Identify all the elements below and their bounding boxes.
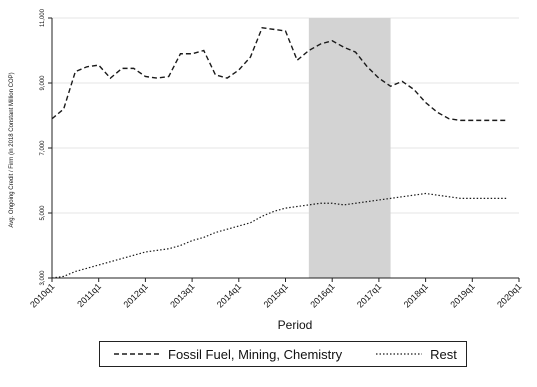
y-axis-label: Avg. Ongoing Credit / Firm (in 2018 Cons…	[9, 72, 15, 227]
x-axis-label: Period	[278, 318, 313, 332]
series-line-fossil	[51, 26, 508, 122]
y-tick-label: 3,000	[40, 270, 46, 286]
legend-label-fossil: Fossil Fuel, Mining, Chemistry	[168, 346, 343, 362]
x-tick-label: 2017q1	[355, 281, 383, 309]
x-tick-label: 2011q1	[75, 281, 103, 309]
x-tick-label: 2012q1	[121, 281, 149, 309]
y-tick-label: 7,000	[40, 140, 46, 156]
series-line-rest	[51, 192, 508, 279]
y-axis-ticks: 3,000 5,000 7,000 9,000 11,000	[40, 8, 52, 286]
y-tick-label: 9,000	[40, 75, 46, 91]
y-tick-label: 11,000	[40, 8, 46, 27]
x-tick-label: 2018q1	[402, 281, 430, 309]
shaded-region	[308, 18, 391, 278]
shaded-period	[308, 18, 391, 278]
legend-swatch-dotted	[376, 353, 423, 355]
grid-lines	[52, 17, 519, 279]
x-tick-label: 2015q1	[262, 281, 290, 309]
x-axis-ticks: 2010q1 2011q1 2012q1 2013q1 2014q1 2015q1 2016…	[28, 278, 523, 310]
legend-entry-rest: Rest	[376, 347, 457, 362]
x-tick-label: 2019q1	[448, 281, 476, 309]
legend-swatch-dashed	[114, 353, 160, 355]
x-tick-label: 2016q1	[308, 281, 336, 309]
y-tick-label: 5,000	[40, 205, 46, 221]
legend-entry-fossil: Fossil Fuel, Mining, Chemistry	[114, 347, 342, 362]
legend-label-rest: Rest	[430, 346, 457, 362]
x-tick-label: 2013q1	[168, 281, 196, 309]
series-lines	[51, 26, 508, 279]
legend: Fossil Fuel, Mining, Chemistry Rest	[99, 341, 467, 367]
x-tick-label: 2020q1	[495, 281, 523, 309]
x-tick-label: 2014q1	[215, 281, 243, 309]
